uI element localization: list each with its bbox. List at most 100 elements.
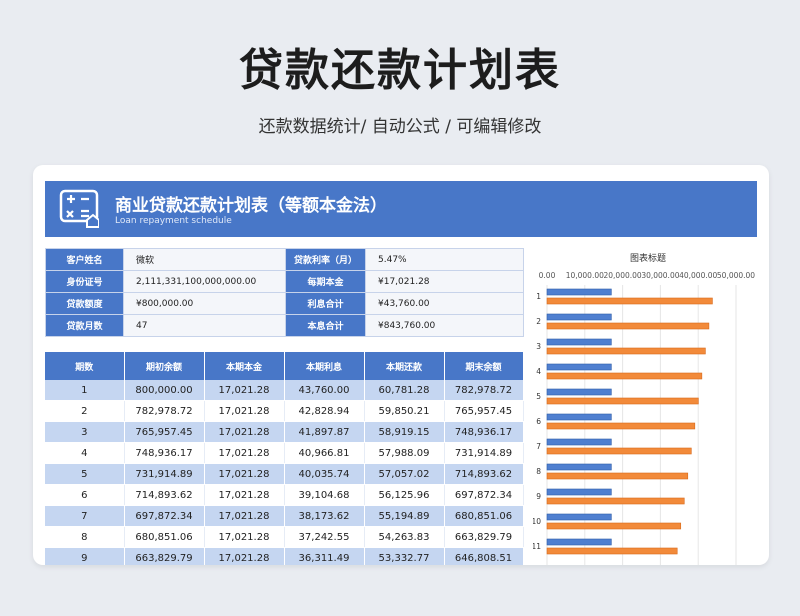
- table-cell[interactable]: 8: [45, 526, 125, 548]
- y-tick-label: 11: [533, 542, 541, 551]
- bar-interest: [546, 547, 678, 555]
- table-cell[interactable]: 17,021.28: [204, 380, 285, 401]
- table-cell[interactable]: 17,021.28: [204, 484, 285, 506]
- x-tick-label: 30,000.00: [641, 271, 679, 280]
- table-cell[interactable]: 6: [45, 484, 125, 506]
- repayment-bar-chart: 图表标题 0.00 10,000.00 20,000.00 30,000.00 40,00…: [533, 252, 755, 565]
- table-cell[interactable]: 731,914.89: [444, 442, 524, 464]
- table-cell[interactable]: 714,893.62: [444, 463, 524, 485]
- table-cell[interactable]: 58,919.15: [364, 421, 445, 443]
- bar-interest: [546, 322, 710, 330]
- table-cell[interactable]: 748,936.17: [444, 421, 524, 443]
- table-cell[interactable]: 17,021.28: [204, 442, 285, 464]
- table-cell[interactable]: 53,332.77: [364, 547, 445, 565]
- table-cell[interactable]: 17,021.28: [204, 421, 285, 443]
- amount-label: 贷款额度: [45, 292, 124, 315]
- table-cell[interactable]: 748,936.17: [124, 442, 205, 464]
- x-tick-label: 10,000.00: [566, 271, 604, 280]
- table-cell[interactable]: 59,850.21: [364, 400, 445, 422]
- table-cell[interactable]: 56,125.96: [364, 484, 445, 506]
- table-cell[interactable]: 765,957.45: [124, 421, 205, 443]
- table-row: 3 765,957.45 17,021.28 41,897.87 58,919.15 74…: [45, 421, 524, 443]
- table-cell[interactable]: 42,828.94: [284, 400, 365, 422]
- id-value[interactable]: 2,111,331,100,000,000.00: [123, 270, 286, 293]
- table-cell[interactable]: 680,851.06: [444, 505, 524, 527]
- bar-interest: [546, 522, 682, 530]
- table-cell[interactable]: 697,872.34: [444, 484, 524, 506]
- bar-principal: [546, 513, 612, 521]
- customer-value[interactable]: 微软: [123, 248, 286, 271]
- bar-principal: [546, 338, 612, 346]
- bar-interest: [546, 497, 685, 505]
- banner: 商业贷款还款计划表（等额本金法） Loan repayment schedule: [45, 181, 757, 237]
- col-header-opening-balance: 期初余额: [124, 352, 205, 380]
- interest-total-value[interactable]: ¥43,760.00: [365, 292, 524, 315]
- table-cell[interactable]: 41,897.87: [284, 421, 365, 443]
- rate-value[interactable]: 5.47%: [365, 248, 524, 271]
- bar-principal: [546, 313, 612, 321]
- table-cell[interactable]: 17,021.28: [204, 463, 285, 485]
- customer-label: 客户姓名: [45, 248, 124, 271]
- bar-principal: [546, 363, 612, 371]
- table-cell[interactable]: 57,988.09: [364, 442, 445, 464]
- banner-title: 商业贷款还款计划表（等额本金法）: [115, 196, 387, 216]
- table-cell[interactable]: 800,000.00: [124, 380, 205, 401]
- table-cell[interactable]: 43,760.00: [284, 380, 365, 401]
- table-cell[interactable]: 1: [45, 380, 125, 401]
- y-tick-label: 1: [536, 292, 541, 301]
- table-cell[interactable]: 680,851.06: [124, 526, 205, 548]
- table-cell[interactable]: 782,978.72: [444, 380, 524, 401]
- x-tick-label: 40,000.00: [679, 271, 717, 280]
- page-subtitle: 还款数据统计/ 自动公式 / 可编辑修改: [258, 117, 542, 137]
- interest-total-label: 利息合计: [285, 292, 366, 315]
- table-cell[interactable]: 54,263.83: [364, 526, 445, 548]
- table-cell[interactable]: 9: [45, 547, 125, 565]
- table-cell[interactable]: 40,966.81: [284, 442, 365, 464]
- table-cell[interactable]: 37,242.55: [284, 526, 365, 548]
- table-cell[interactable]: 697,872.34: [124, 505, 205, 527]
- table-cell[interactable]: 36,311.49: [284, 547, 365, 565]
- col-header-interest: 本期利息: [284, 352, 365, 380]
- table-cell[interactable]: 38,173.62: [284, 505, 365, 527]
- page-title: 贷款还款计划表: [239, 45, 561, 96]
- table-cell[interactable]: 7: [45, 505, 125, 527]
- y-tick-label: 10: [533, 517, 541, 526]
- amount-value[interactable]: ¥800,000.00: [123, 292, 286, 315]
- table-cell[interactable]: 4: [45, 442, 125, 464]
- bar-principal: [546, 438, 612, 446]
- bar-interest: [546, 422, 696, 430]
- months-value[interactable]: 47: [123, 314, 286, 337]
- table-cell[interactable]: 782,978.72: [124, 400, 205, 422]
- table-cell[interactable]: 714,893.62: [124, 484, 205, 506]
- table-row: 8 680,851.06 17,021.28 37,242.55 54,263.83 66…: [45, 526, 524, 548]
- bar-interest: [546, 447, 692, 455]
- table-row: 7 697,872.34 17,021.28 38,173.62 55,194.89 68…: [45, 505, 524, 527]
- table-cell[interactable]: 40,035.74: [284, 463, 365, 485]
- table-cell[interactable]: 765,957.45: [444, 400, 524, 422]
- table-cell[interactable]: 3: [45, 421, 125, 443]
- table-cell[interactable]: 646,808.51: [444, 547, 524, 565]
- y-tick-label: 8: [536, 467, 541, 476]
- table-row: 4 748,936.17 17,021.28 40,966.81 57,988.09 73…: [45, 442, 524, 464]
- table-cell[interactable]: 2: [45, 400, 125, 422]
- bar-interest: [546, 397, 699, 405]
- table-cell[interactable]: 663,829.79: [124, 547, 205, 565]
- table-cell[interactable]: 663,829.79: [444, 526, 524, 548]
- table-cell[interactable]: 17,021.28: [204, 526, 285, 548]
- chart-title: 图表标题: [630, 252, 666, 264]
- col-header-period: 期数: [45, 352, 125, 380]
- table-cell[interactable]: 57,057.02: [364, 463, 445, 485]
- table-cell[interactable]: 731,914.89: [124, 463, 205, 485]
- table-cell[interactable]: 60,781.28: [364, 380, 445, 401]
- table-cell[interactable]: 5: [45, 463, 125, 485]
- table-cell[interactable]: 39,104.68: [284, 484, 365, 506]
- table-cell[interactable]: 55,194.89: [364, 505, 445, 527]
- table-cell[interactable]: 17,021.28: [204, 547, 285, 565]
- table-cell[interactable]: 17,021.28: [204, 400, 285, 422]
- table-cell[interactable]: 17,021.28: [204, 505, 285, 527]
- y-tick-label: 6: [536, 417, 541, 426]
- bar-interest: [546, 472, 689, 480]
- monthly-principal-value[interactable]: ¥17,021.28: [365, 270, 524, 293]
- y-tick-label: 7: [536, 442, 541, 451]
- total-value[interactable]: ¥843,760.00: [365, 314, 524, 337]
